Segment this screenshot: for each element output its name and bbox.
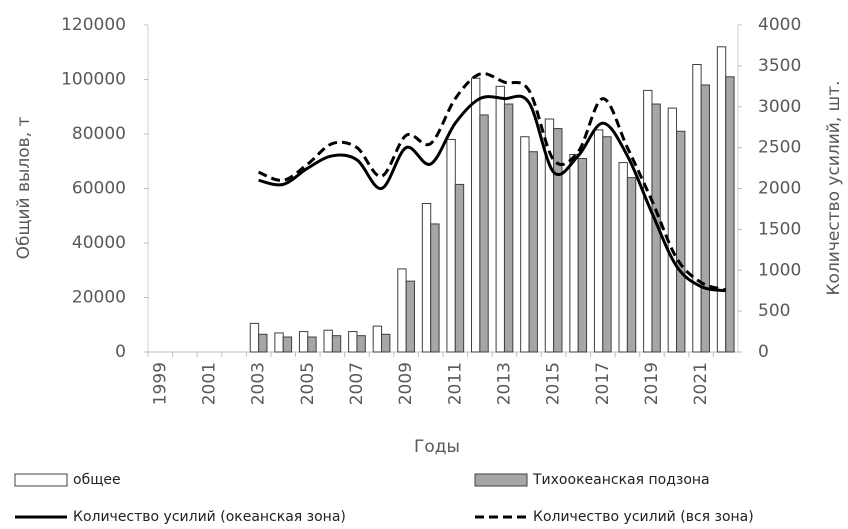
bar bbox=[249, 322, 260, 353]
y-tick-label: 120000 bbox=[61, 15, 126, 35]
y2-tick-label: 3500 bbox=[758, 56, 801, 76]
bar bbox=[405, 280, 415, 353]
bar bbox=[381, 333, 391, 353]
x-tick-label: 2019 bbox=[642, 362, 662, 405]
y-tick-label: 40000 bbox=[72, 233, 126, 253]
bar bbox=[430, 223, 440, 353]
bar bbox=[331, 335, 342, 353]
legend-label: общее bbox=[73, 472, 121, 488]
line bbox=[258, 72, 727, 292]
bar bbox=[503, 103, 514, 353]
bar bbox=[651, 103, 661, 353]
x-tick-label: 2007 bbox=[347, 362, 367, 405]
x-tick-label: 2005 bbox=[298, 362, 318, 405]
y2-tick-label: 500 bbox=[758, 301, 790, 321]
y-axis-title: Общий вылов, т bbox=[14, 117, 34, 260]
bar bbox=[520, 136, 530, 353]
bar bbox=[282, 336, 293, 353]
bar bbox=[421, 202, 432, 353]
bar bbox=[298, 331, 309, 353]
y-tick-label: 0 bbox=[115, 342, 126, 362]
bar bbox=[577, 158, 588, 353]
bar bbox=[676, 130, 686, 353]
legend-label: Количество усилий (океанская зона) bbox=[73, 509, 346, 525]
y-tick-label: 20000 bbox=[72, 288, 126, 308]
y2-tick-label: 1000 bbox=[758, 260, 801, 280]
y2-tick-label: 0 bbox=[758, 342, 769, 362]
bar bbox=[446, 138, 456, 353]
bar bbox=[454, 183, 465, 353]
legend-swatch bbox=[474, 473, 528, 487]
line bbox=[258, 94, 726, 293]
x-tick-label: 2021 bbox=[691, 362, 711, 405]
y2-tick-label: 2000 bbox=[758, 179, 801, 199]
bar bbox=[692, 64, 702, 353]
bar bbox=[307, 336, 317, 353]
bar bbox=[700, 84, 710, 353]
bar bbox=[528, 151, 538, 353]
bar bbox=[602, 136, 612, 353]
bar bbox=[569, 153, 579, 353]
x-tick-label: 1999 bbox=[150, 362, 170, 405]
y-tick-label: 80000 bbox=[72, 124, 126, 144]
x-tick-label: 2001 bbox=[199, 362, 219, 405]
bar bbox=[643, 89, 653, 353]
bar bbox=[667, 107, 678, 353]
y2-axis-title: Количество усилий, шт. bbox=[824, 80, 844, 295]
bar bbox=[495, 85, 505, 353]
y-tick-label: 60000 bbox=[72, 179, 126, 199]
x-tick-label: 2003 bbox=[249, 362, 269, 405]
y2-tick-label: 2500 bbox=[758, 138, 801, 158]
y2-tick-label: 4000 bbox=[758, 15, 801, 35]
y2-tick-label: 3000 bbox=[758, 97, 801, 117]
x-tick-label: 2015 bbox=[544, 362, 564, 405]
bar bbox=[471, 77, 481, 353]
bar bbox=[618, 162, 628, 353]
y-tick-label: 100000 bbox=[61, 70, 126, 90]
x-tick-label: 2011 bbox=[445, 362, 465, 405]
bar bbox=[258, 333, 268, 353]
bar bbox=[348, 331, 358, 353]
bar bbox=[274, 332, 284, 353]
bar bbox=[356, 335, 366, 353]
bar bbox=[372, 325, 383, 353]
legend-label: Количество усилий (вся зона) bbox=[533, 509, 754, 525]
y2-tick-label: 1500 bbox=[758, 219, 801, 239]
bar bbox=[725, 76, 735, 353]
legend-swatch bbox=[14, 473, 68, 487]
bar bbox=[397, 268, 407, 353]
x-axis-title: Годы bbox=[414, 437, 460, 457]
bar bbox=[593, 129, 604, 353]
x-tick-label: 2009 bbox=[396, 362, 416, 405]
bar bbox=[716, 46, 727, 353]
bar bbox=[323, 329, 333, 353]
bar bbox=[553, 128, 563, 353]
x-tick-label: 2013 bbox=[494, 362, 514, 405]
x-tick-label: 2017 bbox=[593, 362, 613, 405]
legend-label: Тихоокеанская подзона bbox=[532, 472, 710, 488]
bar bbox=[479, 114, 489, 353]
bar bbox=[626, 177, 637, 353]
